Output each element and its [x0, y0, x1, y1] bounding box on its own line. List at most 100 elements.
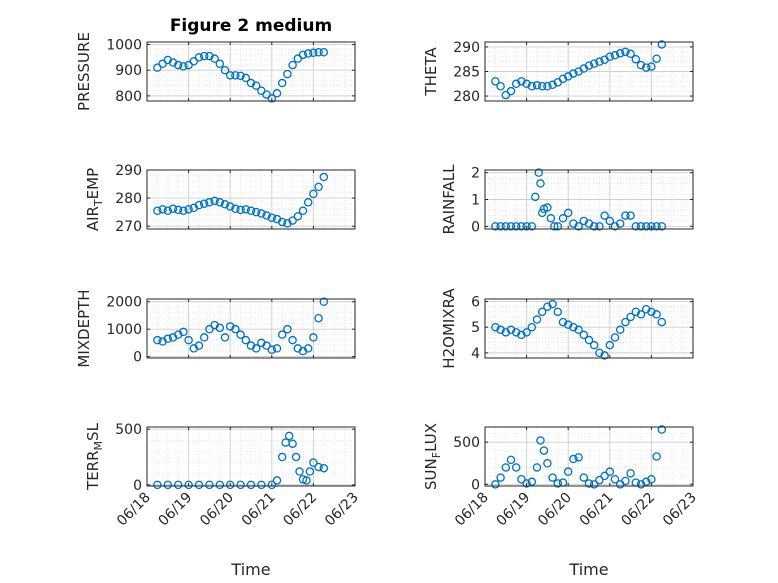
data-point	[298, 475, 308, 484]
data-point	[314, 313, 323, 323]
data-point	[246, 206, 256, 215]
data-point	[506, 86, 516, 96]
data-point	[501, 222, 511, 231]
data-point	[309, 189, 318, 199]
data-point	[267, 480, 277, 490]
data-point	[546, 214, 556, 223]
data-point	[272, 344, 282, 353]
data-point	[558, 74, 568, 84]
data-point	[621, 476, 630, 486]
data-point	[314, 182, 323, 192]
data-point	[288, 439, 297, 448]
data-point	[309, 458, 318, 467]
y-axis-label: PRESSURE	[75, 32, 93, 111]
data-point	[205, 480, 214, 490]
subplot-mixdepth: 0 1000 2000 MIXDEPTH	[75, 289, 356, 368]
data-point	[179, 327, 188, 337]
data-point	[605, 216, 615, 226]
data-point	[532, 315, 542, 324]
data-point	[284, 431, 294, 441]
data-point	[641, 63, 651, 72]
data-point	[194, 480, 204, 490]
data-point	[231, 204, 240, 214]
x-tick-label: 06/23	[322, 490, 362, 530]
y-tick-label: 0	[471, 219, 480, 235]
data-point	[563, 467, 573, 476]
x-tick-label: 06/19	[156, 490, 196, 530]
y-axis-label: SUNFLUX	[422, 423, 443, 490]
axes-box	[146, 169, 356, 230]
data-point	[537, 208, 547, 218]
plot-area	[147, 427, 355, 486]
x-axis-label: Time	[230, 560, 270, 579]
data-point	[241, 73, 251, 83]
data-point	[605, 467, 615, 476]
data-point	[205, 198, 214, 207]
y-axis-label: TERRMSL	[84, 422, 105, 491]
plot-area	[485, 427, 693, 486]
y-axis-label: RAINFALL	[440, 164, 458, 235]
data-point	[506, 325, 516, 335]
data-point	[319, 48, 329, 57]
y-tick-label: 0	[133, 478, 142, 494]
data-point	[506, 222, 516, 231]
axes-box	[146, 298, 356, 359]
data-point	[303, 344, 313, 353]
y-axis-label: THETA	[422, 47, 440, 97]
y-tick-label: 285	[453, 65, 480, 81]
data-point	[626, 211, 635, 220]
data-point	[231, 324, 240, 334]
data-point	[179, 206, 188, 215]
y-tick-label: 4	[471, 346, 480, 362]
x-tick-label: 06/19	[494, 490, 534, 530]
data-point	[291, 452, 301, 462]
x-tick-label: 06/20	[535, 490, 575, 530]
data-point	[153, 206, 162, 215]
data-point	[553, 307, 563, 317]
data-point	[501, 463, 511, 472]
y-tick-label: 280	[453, 89, 480, 105]
data-point	[184, 335, 193, 345]
data-point	[236, 330, 245, 339]
data-point	[288, 216, 297, 225]
data-point	[636, 60, 646, 70]
data-point	[600, 211, 609, 220]
data-point	[595, 222, 604, 231]
y-tick-label: 290	[115, 163, 142, 179]
axes-box	[146, 426, 356, 487]
data-point	[527, 222, 537, 231]
data-point	[314, 462, 323, 472]
y-tick-label: 5	[471, 320, 480, 336]
data-point	[636, 222, 646, 231]
data-point	[517, 222, 526, 231]
data-point	[631, 54, 641, 64]
data-point	[652, 452, 661, 461]
data-point	[491, 322, 500, 332]
data-point	[241, 335, 251, 345]
data-point	[657, 222, 667, 231]
data-point	[647, 475, 656, 484]
data-point	[595, 475, 604, 485]
data-point	[532, 463, 542, 472]
data-point	[600, 471, 609, 481]
data-point	[569, 69, 578, 78]
data-point	[283, 69, 292, 79]
data-point	[615, 325, 625, 335]
data-point	[298, 206, 308, 215]
data-point	[522, 479, 531, 488]
x-tick-label: 06/23	[660, 490, 700, 530]
data-point	[251, 81, 261, 90]
data-point	[595, 348, 604, 358]
data-point	[262, 341, 271, 350]
data-point	[543, 203, 552, 212]
data-point	[536, 436, 545, 445]
y-tick-label: 0	[133, 350, 142, 366]
data-point	[241, 205, 251, 214]
data-point	[251, 207, 261, 217]
y-tick-label: 270	[115, 219, 142, 235]
data-point	[548, 473, 557, 482]
data-point	[194, 53, 204, 62]
data-point	[319, 297, 329, 306]
data-point	[647, 307, 656, 317]
